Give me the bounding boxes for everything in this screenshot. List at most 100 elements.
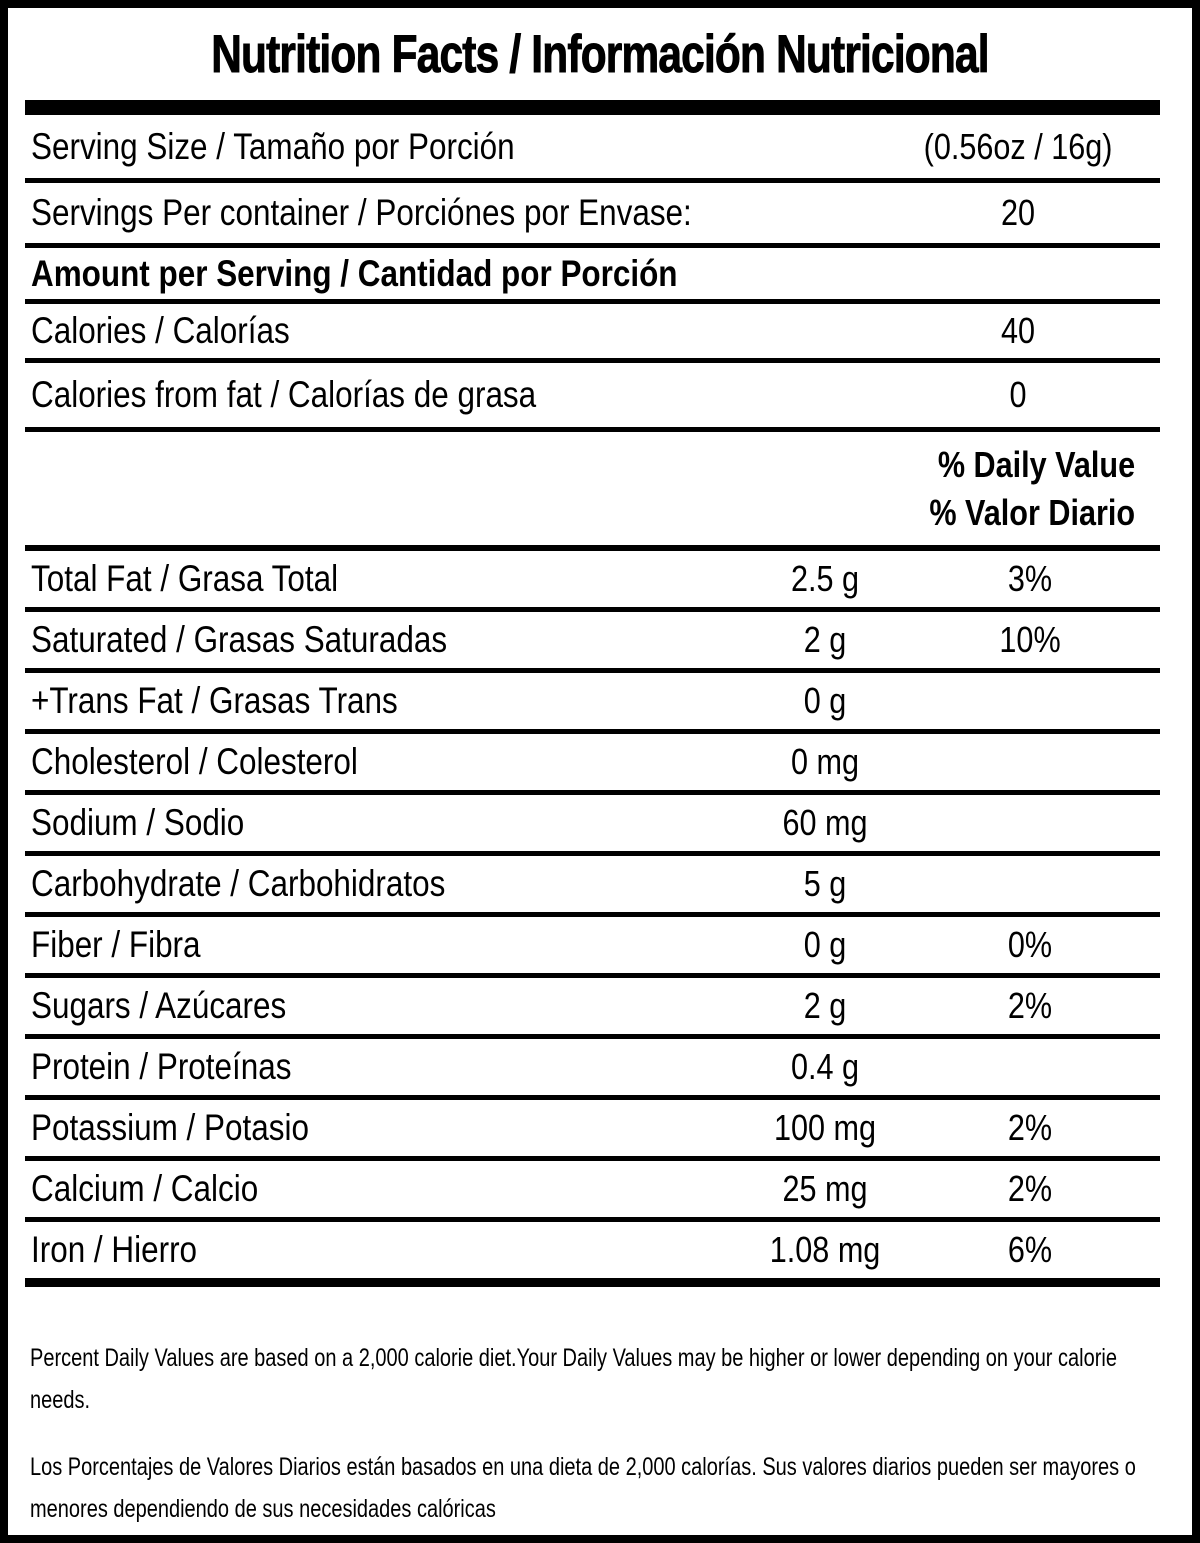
footnote-spanish: Los Porcentajes de Valores Diarios están… [30, 1453, 1136, 1523]
nutrient-row-cholesterol: Cholesterol / Colesterol 0 mg [25, 734, 1160, 795]
nutrient-label: Saturated / Grasas Saturadas [31, 619, 448, 660]
nutrient-label-cell: Protein / Proteínas [25, 1046, 750, 1088]
serving-size-row: Serving Size / Tamaño por Porción (0.56o… [25, 115, 1160, 183]
nutrient-amount-cell: 2 g [750, 619, 900, 661]
nutrient-label: Cholesterol / Colesterol [31, 741, 358, 782]
nutrient-label: Potassium / Potasio [31, 1107, 309, 1148]
nutrient-row-total-fat: Total Fat / Grasa Total 2.5 g 3% [25, 551, 1160, 612]
calories-value: 40 [1000, 310, 1036, 351]
nutrient-label: +Trans Fat / Grasas Trans [31, 680, 398, 721]
servings-per-container-value: 20 [1000, 192, 1036, 233]
nutrient-dv-cell [900, 802, 1160, 844]
daily-value-header-line2: % Valor Diario [929, 491, 1135, 533]
label-header: Nutrition Facts / Información Nutriciona… [8, 8, 1192, 100]
nutrient-amount: 2 g [803, 619, 847, 660]
serving-size-value: (0.56oz / 16g) [923, 125, 1113, 167]
nutrient-amount-cell: 100 mg [750, 1107, 900, 1149]
nutrient-amount: 5 g [803, 863, 847, 904]
nutrient-row-sodium: Sodium / Sodio 60 mg [25, 795, 1160, 856]
nutrient-row-potassium: Potassium / Potasio 100 mg 2% [25, 1100, 1160, 1161]
nutrient-amount: 2 g [803, 985, 847, 1026]
nutrient-dv: 2% [1007, 1168, 1053, 1209]
calories-from-fat-label: Calories from fat / Calorías de grasa [31, 374, 537, 415]
nutrient-row-trans-fat: +Trans Fat / Grasas Trans 0 g [25, 673, 1160, 734]
calories-from-fat-label-cell: Calories from fat / Calorías de grasa [25, 374, 876, 416]
nutrient-amount-cell: 1.08 mg [750, 1229, 900, 1271]
nutrient-label-cell: Saturated / Grasas Saturadas [25, 619, 750, 661]
calories-from-fat-row: Calories from fat / Calorías de grasa 0 [25, 363, 1160, 432]
nutrient-amount-cell: 2.5 g [750, 558, 900, 600]
nutrient-dv-cell: 2% [900, 1107, 1160, 1149]
page-title: Nutrition Facts / Información Nutriciona… [211, 24, 990, 84]
nutrient-row-protein: Protein / Proteínas 0.4 g [25, 1039, 1160, 1100]
nutrient-amount: 0 g [803, 924, 847, 965]
nutrient-dv-cell: 3% [900, 558, 1160, 600]
nutrient-dv-cell: 6% [900, 1229, 1160, 1271]
nutrient-label-cell: Calcium / Calcio [25, 1168, 750, 1210]
nutrient-amount: 100 mg [773, 1107, 877, 1148]
servings-per-container-label: Servings Per container / Porciónes por E… [31, 192, 692, 233]
nutrient-amount: 2.5 g [790, 558, 860, 599]
nutrient-amount-cell: 60 mg [750, 802, 900, 844]
nutrient-dv: 10% [999, 619, 1061, 660]
servings-per-container-value-cell: 20 [876, 192, 1160, 234]
nutrient-amount-cell: 5 g [750, 863, 900, 905]
nutrient-amount-cell: 0.4 g [750, 1046, 900, 1088]
footnote-english: Percent Daily Values are based on a 2,00… [30, 1344, 1117, 1414]
nutrient-row-carbohydrate: Carbohydrate / Carbohidratos 5 g [25, 856, 1160, 917]
nutrient-amount: 25 mg [782, 1168, 868, 1209]
nutrient-dv: 2% [1007, 985, 1053, 1026]
nutrient-label: Iron / Hierro [31, 1229, 198, 1270]
amount-per-serving-row: Amount per Serving / Cantidad por Porció… [25, 248, 1160, 304]
nutrient-amount-cell: 2 g [750, 985, 900, 1027]
amount-per-serving-header: Amount per Serving / Cantidad por Porció… [31, 252, 678, 294]
calories-row: Calories / Calorías 40 [25, 304, 1160, 363]
nutrient-label-cell: Iron / Hierro [25, 1229, 750, 1271]
serving-size-value-cell: (0.56oz / 16g) [876, 126, 1160, 168]
calories-label-cell: Calories / Calorías [25, 310, 876, 352]
servings-per-container-label-cell: Servings Per container / Porciónes por E… [25, 192, 876, 234]
nutrient-dv-cell: 2% [900, 985, 1160, 1027]
nutrient-amount: 0 mg [790, 741, 860, 782]
calories-from-fat-value: 0 [1009, 374, 1027, 415]
nutrient-amount-cell: 25 mg [750, 1168, 900, 1210]
nutrient-label-cell: Potassium / Potasio [25, 1107, 750, 1149]
title-divider-bar [25, 100, 1160, 115]
nutrient-dv: 6% [1007, 1229, 1053, 1270]
daily-value-header: % Daily Value % Valor Diario [25, 432, 1160, 551]
nutrient-amount-cell: 0 g [750, 680, 900, 722]
nutrient-amount-cell: 0 g [750, 924, 900, 966]
nutrient-dv-cell: 10% [900, 619, 1160, 661]
nutrient-dv-cell [900, 741, 1160, 783]
nutrient-dv-cell: 0% [900, 924, 1160, 966]
nutrient-amount: 60 mg [782, 802, 868, 843]
nutrient-label: Calcium / Calcio [31, 1168, 259, 1209]
nutrient-label-cell: Total Fat / Grasa Total [25, 558, 750, 600]
nutrient-label-cell: Fiber / Fibra [25, 924, 750, 966]
serving-size-label: Serving Size / Tamaño por Porción [31, 125, 515, 167]
nutrient-dv-cell [900, 680, 1160, 722]
nutrient-amount: 0.4 g [790, 1046, 860, 1087]
serving-size-label-cell: Serving Size / Tamaño por Porción [25, 126, 876, 168]
nutrient-amount-cell: 0 mg [750, 741, 900, 783]
nutrient-dv: 3% [1007, 558, 1053, 599]
calories-value-cell: 40 [876, 310, 1160, 352]
nutrient-row-sugars: Sugars / Azúcares 2 g 2% [25, 978, 1160, 1039]
label-body: Serving Size / Tamaño por Porción (0.56o… [25, 100, 1160, 1287]
nutrient-dv-cell [900, 863, 1160, 905]
nutrient-row-saturated-fat: Saturated / Grasas Saturadas 2 g 10% [25, 612, 1160, 673]
nutrient-label-cell: Sodium / Sodio [25, 802, 750, 844]
daily-value-header-line1: % Daily Value [937, 443, 1135, 485]
nutrient-label: Total Fat / Grasa Total [31, 558, 339, 599]
nutrient-row-iron: Iron / Hierro 1.08 mg 6% [25, 1222, 1160, 1287]
nutrient-dv: 0% [1007, 924, 1053, 965]
nutrient-label: Sodium / Sodio [31, 802, 245, 843]
nutrient-label-cell: Carbohydrate / Carbohidratos [25, 863, 750, 905]
calories-label: Calories / Calorías [31, 310, 290, 351]
nutrient-dv-cell [900, 1046, 1160, 1088]
nutrient-amount: 0 g [803, 680, 847, 721]
nutrient-dv-cell: 2% [900, 1168, 1160, 1210]
nutrient-label-cell: Sugars / Azúcares [25, 985, 750, 1027]
nutrient-label: Sugars / Azúcares [31, 985, 287, 1026]
